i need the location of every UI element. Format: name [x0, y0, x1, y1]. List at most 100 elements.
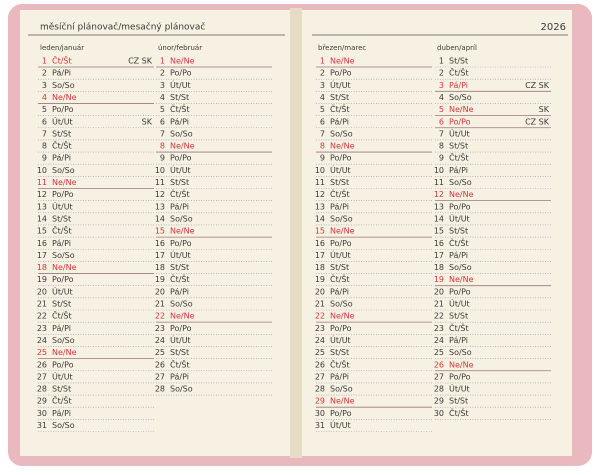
- day-name: Pá/Pi: [330, 117, 349, 126]
- day-number: 6: [320, 117, 325, 126]
- day-name: Ne/Ne: [170, 312, 195, 321]
- day-name: Po/Po: [170, 324, 192, 333]
- day-number: 7: [42, 129, 47, 138]
- day-number: 15: [155, 227, 165, 236]
- day-number: 19: [315, 275, 325, 284]
- day-name: So/So: [449, 263, 472, 272]
- day-name: Po/Po: [52, 190, 74, 199]
- day-name: So/So: [449, 93, 472, 102]
- day-number: 5: [160, 105, 165, 114]
- day-name: So/So: [449, 348, 472, 357]
- day-name: St/St: [52, 385, 71, 394]
- day-number: 30: [434, 409, 444, 418]
- day-name: St/St: [170, 263, 189, 272]
- day-number: 14: [37, 214, 47, 223]
- day-number: 14: [155, 214, 165, 223]
- day-number: 8: [160, 142, 165, 151]
- day-number: 14: [434, 214, 444, 223]
- day-name: So/So: [330, 300, 353, 309]
- day-name: St/St: [449, 142, 468, 151]
- day-number: 23: [434, 324, 444, 333]
- holiday-note: CZ SK: [128, 57, 153, 66]
- day-number: 4: [160, 93, 165, 102]
- day-name: Po/Po: [449, 202, 471, 211]
- day-number: 5: [320, 105, 325, 114]
- day-name: Čt/Št: [330, 358, 350, 369]
- day-number: 23: [315, 324, 325, 333]
- day-number: 15: [37, 227, 47, 236]
- day-name: St/St: [330, 348, 349, 357]
- day-number: 22: [434, 312, 444, 321]
- day-name: Út/Ut: [170, 79, 191, 90]
- day-number: 20: [434, 287, 444, 296]
- day-name: Pá/Pi: [449, 166, 468, 175]
- month-label: leden/január: [40, 44, 84, 52]
- month-label: duben/apríl: [437, 44, 477, 52]
- day-number: 27: [37, 372, 47, 381]
- day-name: Čt/Št: [330, 273, 350, 284]
- day-name: Čt/Št: [52, 310, 72, 321]
- day-number: 8: [439, 142, 444, 151]
- day-name: Ne/Ne: [170, 227, 195, 236]
- day-number: 22: [315, 312, 325, 321]
- day-name: Út/Ut: [330, 419, 351, 430]
- day-number: 26: [155, 360, 165, 369]
- day-name: Ne/Ne: [449, 105, 474, 114]
- day-number: 8: [320, 142, 325, 151]
- day-name: Út/Ut: [330, 334, 351, 345]
- day-number: 3: [320, 81, 325, 90]
- day-name: Út/Ut: [52, 285, 73, 296]
- day-number: 18: [155, 263, 165, 272]
- month-label: únor/február: [158, 44, 202, 52]
- day-name: Ne/Ne: [52, 263, 77, 272]
- day-name: Ne/Ne: [52, 348, 77, 357]
- day-name: Út/Ut: [170, 164, 191, 175]
- day-name: Po/Po: [330, 69, 352, 78]
- day-number: 21: [434, 300, 444, 309]
- day-name: Út/Ut: [170, 334, 191, 345]
- day-number: 2: [320, 69, 325, 78]
- day-name: Út/Ut: [449, 383, 470, 394]
- day-number: 15: [434, 227, 444, 236]
- day-name: Po/Po: [449, 287, 471, 296]
- day-number: 2: [42, 69, 47, 78]
- day-number: 25: [315, 348, 325, 357]
- day-name: Po/Po: [449, 372, 471, 381]
- day-name: Čt/Št: [170, 273, 190, 284]
- day-number: 18: [315, 263, 325, 272]
- day-name: Ne/Ne: [449, 275, 474, 284]
- day-number: 14: [315, 214, 325, 223]
- day-number: 30: [315, 409, 325, 418]
- day-name: St/St: [330, 178, 349, 187]
- day-name: Ne/Ne: [170, 142, 195, 151]
- day-name: So/So: [170, 129, 193, 138]
- day-name: Ne/Ne: [330, 312, 355, 321]
- day-number: 29: [315, 397, 325, 406]
- day-name: Čt/Št: [52, 225, 72, 236]
- day-number: 26: [434, 360, 444, 369]
- day-name: Pá/Pi: [52, 69, 71, 78]
- day-number: 24: [434, 336, 444, 345]
- left-page: [20, 10, 292, 456]
- day-name: Po/Po: [52, 360, 74, 369]
- day-name: St/St: [170, 348, 189, 357]
- day-number: 2: [439, 69, 444, 78]
- day-number: 19: [434, 275, 444, 284]
- day-name: Pá/Pi: [330, 287, 349, 296]
- day-name: Pá/Pi: [52, 324, 71, 333]
- day-name: Po/Po: [170, 69, 192, 78]
- day-number: 2: [160, 69, 165, 78]
- day-number: 29: [37, 397, 47, 406]
- day-number: 22: [155, 312, 165, 321]
- day-name: So/So: [52, 166, 75, 175]
- day-name: Po/Po: [330, 324, 352, 333]
- day-number: 1: [160, 57, 165, 66]
- day-name: Čt/Št: [330, 188, 350, 199]
- day-number: 5: [439, 105, 444, 114]
- day-name: Pá/Pi: [170, 202, 189, 211]
- day-number: 13: [315, 202, 325, 211]
- day-number: 16: [434, 239, 444, 248]
- day-number: 13: [37, 202, 47, 211]
- day-name: Ne/Ne: [330, 142, 355, 151]
- day-name: So/So: [330, 129, 353, 138]
